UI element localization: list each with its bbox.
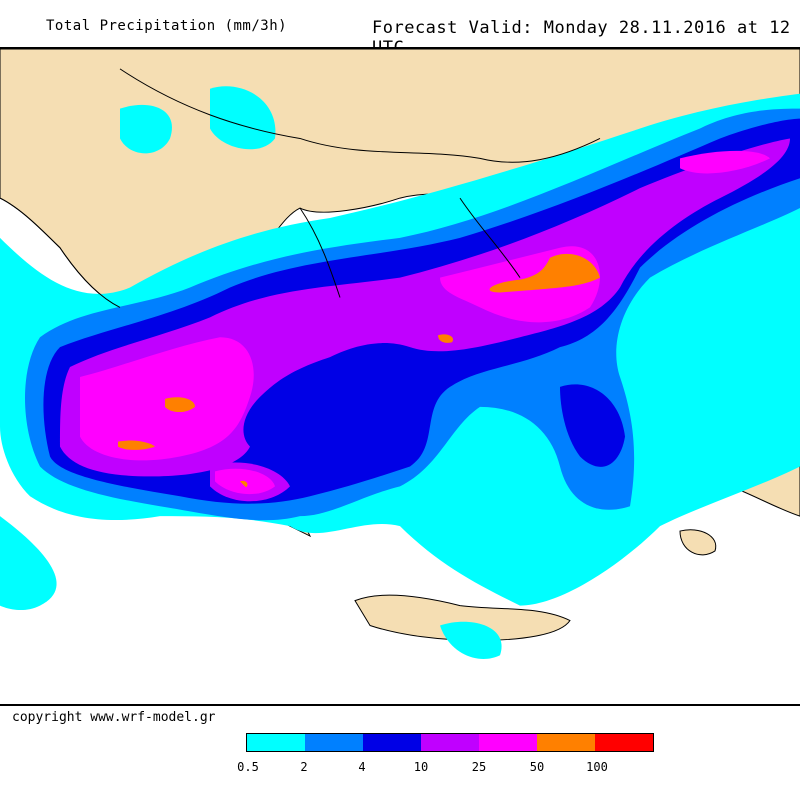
legend-label: 50 — [529, 760, 545, 774]
legend-label: 0.5 — [237, 760, 259, 774]
legend-swatch-2 — [363, 734, 421, 751]
legend-label: 4 — [358, 760, 366, 774]
legend-label: 25 — [471, 760, 487, 774]
precipitation-orange — [118, 253, 600, 488]
borders — [0, 68, 601, 308]
map-title: Total Precipitation (mm/3h) — [46, 18, 288, 34]
legend-swatch-4 — [479, 734, 537, 751]
legend-swatch-1 — [305, 734, 363, 751]
legend-swatch-3 — [421, 734, 479, 751]
legend-label: 2 — [300, 760, 308, 774]
legend-label: 10 — [413, 760, 429, 774]
legend-swatch-0 — [247, 734, 305, 751]
legend-swatch-6 — [595, 734, 653, 751]
precipitation-map — [0, 47, 800, 706]
copyright-text: copyright www.wrf-model.gr — [12, 710, 216, 725]
legend-swatch-5 — [537, 734, 595, 751]
color-legend — [246, 733, 654, 752]
legend-label: 100 — [586, 760, 608, 774]
